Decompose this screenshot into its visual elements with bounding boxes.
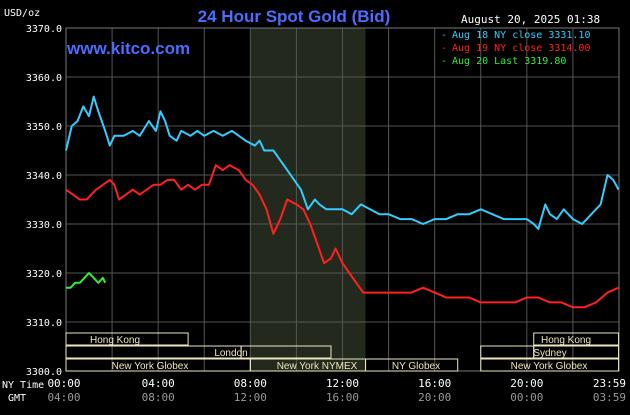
x-tick-ny: 04:00 bbox=[142, 377, 175, 390]
y-tick-label: 3350.0 bbox=[26, 122, 62, 133]
gmt-label: GMT bbox=[8, 393, 26, 404]
session-label-hong_kong: Hong Kong bbox=[90, 335, 140, 346]
x-tick-ny: 20:00 bbox=[510, 377, 543, 390]
y-tick-label: 3370.0 bbox=[26, 24, 62, 35]
series-line-1 bbox=[65, 164, 619, 309]
y-tick-label: 3310.0 bbox=[26, 318, 62, 329]
session-ny-globex-box bbox=[365, 358, 459, 372]
legend-marker: - bbox=[441, 30, 447, 41]
y-tick-label: 3330.0 bbox=[26, 220, 62, 231]
x-tick-gmt: 04:00 bbox=[47, 391, 80, 404]
y-tick-label: 3340.0 bbox=[26, 171, 62, 182]
session-hong-kong-box bbox=[65, 332, 189, 346]
x-tick-gmt: 03:59 bbox=[593, 391, 626, 404]
series-lines bbox=[65, 95, 620, 309]
session-sydney-box bbox=[533, 345, 620, 359]
chart-title: 24 Hour Spot Gold (Bid) bbox=[198, 7, 391, 26]
session-label-ny_globex: NY Globex bbox=[392, 361, 440, 372]
y-tick-label: 3320.0 bbox=[26, 269, 62, 280]
x-axis-ticks: 00:0004:0004:0008:0008:0012:0012:0016:00… bbox=[47, 377, 626, 404]
grid bbox=[65, 27, 620, 372]
watermark-url: www.kitco.com bbox=[66, 39, 190, 58]
unit-label: USD/oz bbox=[4, 8, 40, 19]
x-tick-ny: 08:00 bbox=[234, 377, 267, 390]
session-label-hong_kong: Hong Kong bbox=[541, 335, 591, 346]
session-new-york-globex-evening-box bbox=[480, 358, 620, 372]
x-tick-gmt: 12:00 bbox=[234, 391, 267, 404]
x-tick-ny: 12:00 bbox=[326, 377, 359, 390]
y-axis-ticks: 3370.0 3360.0 3350.0 3340.0 3330.0 3320.0 3310… bbox=[26, 24, 62, 378]
series-line-0 bbox=[65, 95, 620, 230]
legend-marker: - bbox=[441, 56, 447, 67]
session-label-new_york_globex: New York Globex bbox=[112, 361, 189, 372]
x-tick-ny: 00:00 bbox=[47, 377, 80, 390]
x-tick-gmt: 16:00 bbox=[326, 391, 359, 404]
series-line-2 bbox=[66, 272, 107, 289]
x-tick-gmt: 00:00 bbox=[510, 391, 543, 404]
y-tick-label: 3300.0 bbox=[26, 367, 62, 378]
x-tick-ny: 23:59 bbox=[593, 377, 626, 390]
session-label-london: London bbox=[214, 348, 247, 359]
x-tick-gmt: 08:00 bbox=[142, 391, 175, 404]
timestamp: August 20, 2025 01:38 bbox=[461, 13, 600, 26]
session-hong-kong-late-box bbox=[533, 332, 620, 346]
session-label-sydney: Sydney bbox=[533, 348, 566, 359]
x-tick-ny: 16:00 bbox=[418, 377, 451, 390]
x-tick-gmt: 20:00 bbox=[418, 391, 451, 404]
legend-label-1: Aug 19 NY close 3314.00 bbox=[452, 43, 590, 54]
nymex-session-shade bbox=[250, 28, 366, 371]
session-label-new_york_globex: New York Globex bbox=[511, 361, 588, 372]
legend: - Aug 18 NY close 3331.10- Aug 19 NY close… bbox=[441, 30, 590, 67]
ny-time-label: NY Time bbox=[2, 380, 44, 391]
legend-label-0: Aug 18 NY close 3331.10 bbox=[452, 30, 590, 41]
y-tick-label: 3360.0 bbox=[26, 73, 62, 84]
session-label-new_york_nymex: New York NYMEX bbox=[277, 361, 358, 372]
session-london-box bbox=[240, 345, 332, 359]
legend-marker: - bbox=[441, 43, 447, 54]
session-bars: Hong Kong Hong Kong London Sydney New York G… bbox=[65, 332, 620, 372]
legend-label-2: Aug 20 Last 3319.80 bbox=[452, 56, 566, 67]
